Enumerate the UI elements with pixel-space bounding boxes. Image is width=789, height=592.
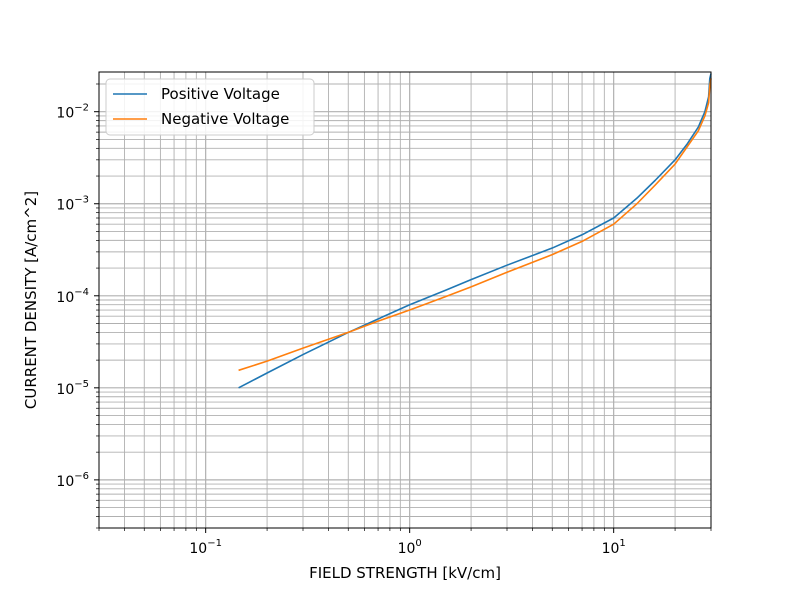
plot-lines [238, 73, 712, 389]
grid [98, 72, 712, 529]
x-tick-label: 10−1 [189, 538, 222, 557]
legend-entry: Negative Voltage [161, 110, 289, 128]
y-tick-label: 10−2 [56, 103, 89, 122]
y-tick-label: 10−5 [56, 379, 89, 398]
x-axis-label: FIELD STRENGTH [kV/cm] [309, 564, 501, 582]
plot-frame [98, 71, 712, 529]
legend-entry: Positive Voltage [161, 85, 280, 103]
legend-box [105, 78, 315, 136]
x-tick-label: 101 [602, 538, 626, 557]
legend: Positive Voltage Negative Voltage [105, 78, 315, 136]
x-tick-label: 100 [398, 538, 422, 557]
y-tick-label: 10−4 [56, 287, 89, 306]
y-tick-label: 10−3 [56, 195, 89, 214]
y-tick-label: 10−6 [56, 471, 89, 490]
series-line-2 [238, 78, 712, 372]
y-axis-label: CURRENT DENSITY [A/cm^2] [22, 191, 40, 409]
